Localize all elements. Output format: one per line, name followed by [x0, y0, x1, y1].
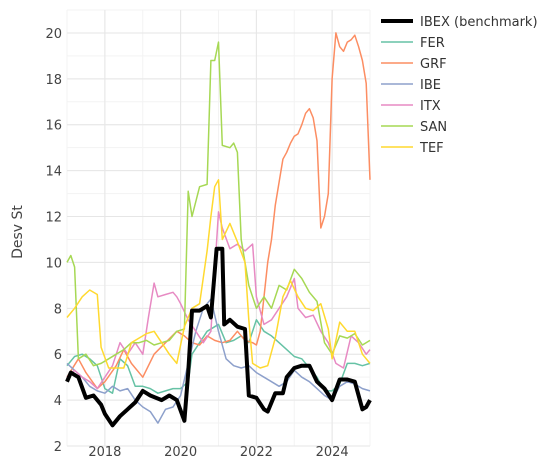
- x-tick-label: 2018: [88, 445, 121, 459]
- legend-label: ITX: [420, 99, 441, 114]
- y-tick-label: 2: [54, 440, 62, 455]
- series-line-itx: [66, 211, 371, 390]
- y-tick-label: 6: [54, 348, 62, 363]
- y-tick-label: 12: [45, 211, 62, 226]
- y-tick-label: 18: [45, 73, 62, 88]
- legend-label: SAN: [420, 120, 447, 135]
- series-line-san: [66, 41, 371, 367]
- series-line-ibe: [66, 298, 371, 424]
- y-tick-label: 14: [45, 165, 62, 180]
- series-lines: [65, 32, 372, 428]
- series-line-ibex-benchmark: [65, 246, 372, 428]
- y-axis-label: Desv St: [10, 205, 26, 259]
- legend-label: TEF: [419, 141, 444, 156]
- x-tick-label: 2024: [316, 445, 349, 459]
- y-tick-label: 10: [45, 256, 62, 271]
- y-tick-label: 4: [54, 394, 62, 409]
- x-axis-ticks: 2018 2020 2022 2024: [88, 445, 348, 459]
- legend-label: IBEX (benchmark): [420, 15, 538, 30]
- legend: IBEX (benchmark) FER GRF IBE ITX SAN TEF: [381, 15, 538, 156]
- series-line-tef: [66, 179, 371, 369]
- y-tick-label: 20: [45, 27, 62, 42]
- series-line-grf: [66, 32, 371, 390]
- legend-label: FER: [420, 36, 445, 51]
- legend-label: IBE: [420, 78, 441, 93]
- y-tick-label: 8: [54, 302, 62, 317]
- legend-label: GRF: [420, 57, 447, 72]
- gridlines: [66, 9, 371, 447]
- x-tick-label: 2020: [164, 445, 197, 459]
- y-axis-ticks: 2 4 6 8 10 12 14 16 18 20: [45, 27, 62, 455]
- x-tick-label: 2022: [240, 445, 273, 459]
- y-tick-label: 16: [45, 119, 62, 134]
